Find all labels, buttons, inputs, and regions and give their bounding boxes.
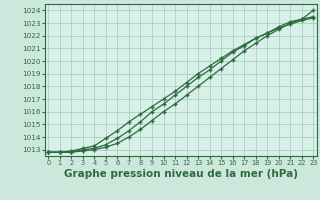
- X-axis label: Graphe pression niveau de la mer (hPa): Graphe pression niveau de la mer (hPa): [64, 169, 298, 179]
